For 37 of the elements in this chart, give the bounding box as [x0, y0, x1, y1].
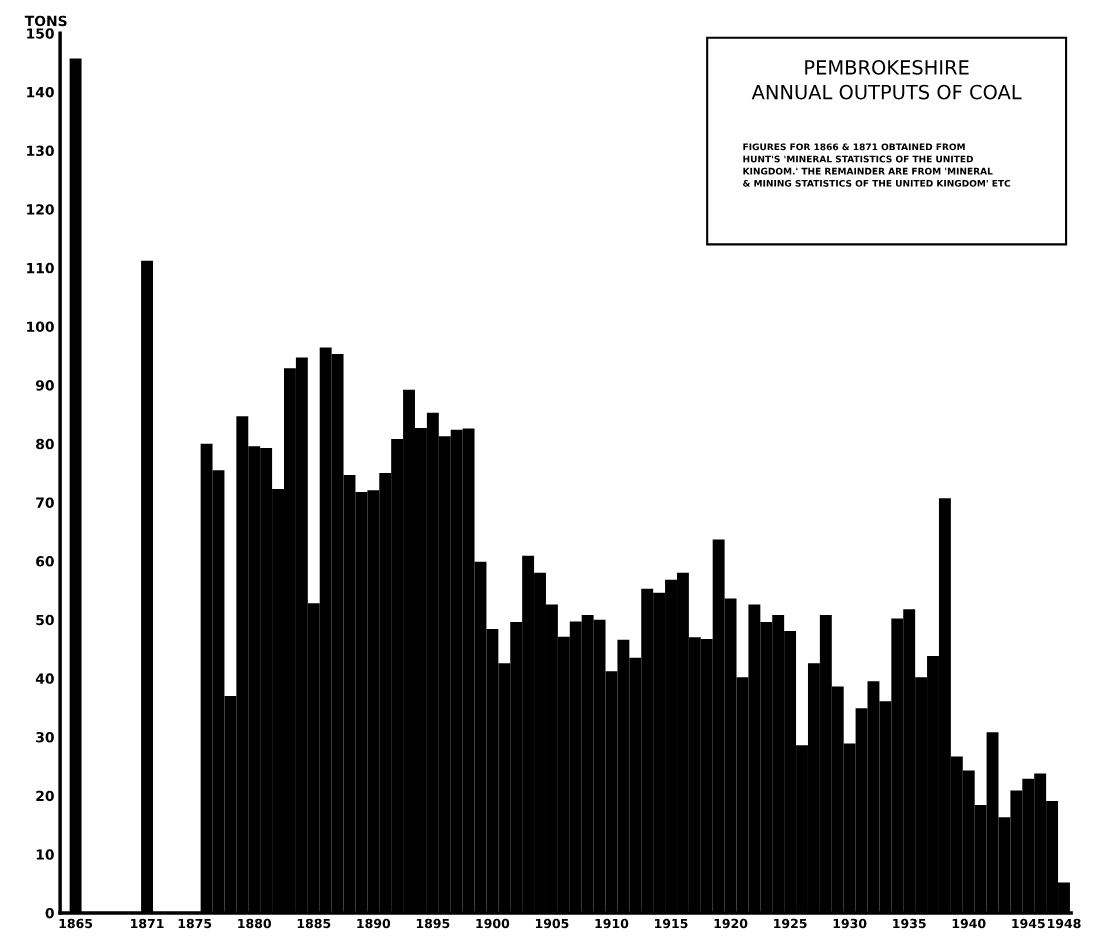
x-tick-label: 1935	[893, 918, 926, 929]
y-tick-label: 150	[27, 28, 54, 39]
x-tick-label: 1865	[59, 918, 93, 929]
y-tick-label: 10	[36, 849, 54, 860]
y-tick-label: 90	[35, 380, 54, 391]
x-tick-label: 1875	[178, 918, 212, 929]
x-tick-label: 1890	[357, 918, 391, 929]
y-axis-title: TONS	[24, 15, 67, 27]
x-tick-label: 1885	[297, 918, 331, 929]
x-tick-label: 1910	[595, 918, 629, 929]
y-tick-label: 30	[36, 731, 54, 743]
x-tick-label: 1895	[416, 918, 450, 929]
y-tick-label: 0	[45, 907, 54, 919]
y-tick-label: 60	[36, 556, 54, 567]
y-tick-label: 50	[36, 614, 54, 626]
y-tick-label: 20	[36, 790, 54, 802]
y-tick-label: 120	[27, 204, 54, 215]
x-tick-label: 1920	[714, 918, 748, 929]
x-tick-label: 1945	[1012, 918, 1045, 929]
annotation: FIGURES FOR 1866 & 1871 OBTAINED FROM HUNT'S 'MINERAL STATISTICS OF THE UNITED KINGDOM.' THE REMAINDER ARE FROM 'MINERAL & MINING STATISTICS OF THE UNITED KINGDOM' ETC	[743, 143, 1011, 187]
x-tick-label: 1948	[1048, 918, 1081, 929]
x-tick-label: 1915	[655, 918, 688, 929]
y-tick-label: 130	[27, 145, 54, 157]
x-tick-label: 1880	[238, 918, 272, 929]
x-tick-label: 1900	[476, 918, 510, 929]
x-tick-label: 1871	[131, 918, 164, 929]
y-tick-label: 100	[27, 321, 54, 332]
y-tick-label: 70	[36, 497, 54, 508]
x-tick-label: 1930	[833, 918, 867, 929]
y-tick-label: 40	[35, 673, 54, 684]
text: PEMBROKESHIRE ANNUAL OUTPUTS OF COAL	[751, 60, 1022, 100]
x-tick-label: 1940	[952, 918, 986, 929]
x-tick-label: 1905	[535, 918, 569, 929]
y-tick-label: 140	[27, 86, 54, 98]
x-tick-label: 1925	[774, 918, 807, 929]
y-tick-label: 110	[27, 262, 54, 274]
y-tick-label: 80	[36, 438, 54, 450]
